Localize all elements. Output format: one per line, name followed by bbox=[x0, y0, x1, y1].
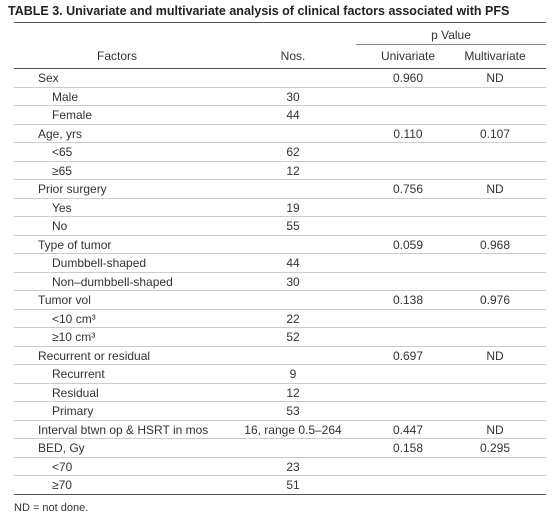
multivariate: 0.295 bbox=[479, 441, 511, 455]
title: TABLE 3. Univariate and multivariate ana… bbox=[8, 4, 510, 18]
nos: 12 bbox=[286, 385, 300, 400]
subfactor: ≥70 bbox=[52, 478, 72, 492]
nos: 19 bbox=[286, 200, 300, 215]
factor: Type of tumor bbox=[38, 237, 112, 252]
row-rule bbox=[14, 142, 546, 143]
univariate: 0.138 bbox=[392, 293, 424, 307]
univariate: 0.158 bbox=[392, 441, 424, 455]
subfactor: Yes bbox=[52, 200, 72, 215]
row-rule bbox=[14, 419, 546, 421]
col-header: Factors bbox=[96, 49, 138, 63]
row-rule bbox=[14, 253, 546, 254]
factor: Recurrent or residual bbox=[38, 348, 151, 363]
subfactor: No bbox=[52, 219, 68, 233]
factor: Tumor vol bbox=[38, 293, 91, 307]
row-rule bbox=[14, 290, 546, 291]
univariate: 0.697 bbox=[392, 348, 424, 363]
subfactor: Primary bbox=[52, 404, 94, 418]
subfactor: Residual bbox=[52, 385, 99, 400]
row-rule bbox=[14, 364, 546, 365]
subfactor: Recurrent bbox=[52, 367, 105, 381]
univariate: 0.447 bbox=[392, 422, 424, 437]
subfactor: Male bbox=[52, 89, 79, 104]
row-rule bbox=[14, 160, 546, 162]
nos: 51 bbox=[286, 478, 300, 492]
row-rule bbox=[14, 308, 546, 310]
subfactor: Non–dumbbell-shaped bbox=[52, 274, 173, 289]
factor: Sex bbox=[38, 71, 59, 85]
multivariate: ND bbox=[486, 348, 504, 363]
col-header: Univariate bbox=[380, 49, 436, 63]
multivariate: ND bbox=[486, 71, 504, 85]
subfactor: <10 cm³ bbox=[52, 311, 96, 326]
nos: 16, range 0.5–264 bbox=[244, 422, 342, 437]
row-rule bbox=[14, 271, 546, 273]
factor: BED, Gy bbox=[38, 441, 85, 455]
multivariate: 0.107 bbox=[479, 126, 511, 141]
nos: 44 bbox=[286, 108, 300, 122]
nos: 53 bbox=[286, 404, 300, 418]
row-rule bbox=[14, 86, 546, 88]
row-rule bbox=[14, 123, 546, 125]
univariate: 0.960 bbox=[392, 71, 424, 85]
nos: 23 bbox=[286, 459, 300, 474]
univariate: 0.059 bbox=[392, 237, 424, 252]
subfactor: <65 bbox=[52, 145, 73, 159]
nos: 62 bbox=[286, 145, 300, 159]
group-rule bbox=[356, 44, 546, 45]
col-header: Nos. bbox=[280, 49, 306, 63]
subfactor: <70 bbox=[52, 459, 73, 474]
nos: 9 bbox=[289, 367, 297, 381]
factor: Prior surgery bbox=[38, 182, 107, 196]
top-rule bbox=[14, 22, 546, 23]
row-rule bbox=[14, 105, 546, 106]
multivariate: 0.968 bbox=[479, 237, 511, 252]
row-rule bbox=[14, 401, 546, 402]
univariate: 0.756 bbox=[392, 182, 424, 196]
nos: 30 bbox=[286, 89, 300, 104]
factor: Age, yrs bbox=[38, 126, 83, 141]
header-rule bbox=[14, 68, 546, 69]
row-rule bbox=[14, 345, 546, 347]
col-header: Multivariate bbox=[464, 49, 526, 63]
subfactor: Female bbox=[52, 108, 93, 122]
row-rule bbox=[14, 438, 546, 439]
row-rule bbox=[14, 456, 546, 458]
nos: 52 bbox=[286, 330, 300, 344]
row-rule bbox=[14, 475, 546, 476]
nos: 55 bbox=[286, 219, 300, 233]
nos: 30 bbox=[286, 274, 300, 289]
multivariate: 0.976 bbox=[479, 293, 511, 307]
row-rule bbox=[14, 234, 546, 236]
row-rule bbox=[14, 216, 546, 217]
nos: 44 bbox=[286, 256, 300, 270]
univariate: 0.110 bbox=[393, 126, 423, 141]
nos: 22 bbox=[286, 311, 300, 326]
row-rule bbox=[14, 197, 546, 199]
row-rule bbox=[14, 179, 546, 180]
nos: 12 bbox=[286, 163, 300, 178]
subfactor: Dumbbell-shaped bbox=[52, 256, 147, 270]
subfactor: ≥10 cm³ bbox=[52, 330, 96, 344]
multivariate: ND bbox=[486, 182, 504, 196]
factor: Interval btwn op & HSRT in mos bbox=[38, 422, 209, 437]
multivariate: ND bbox=[486, 422, 504, 437]
subfactor: ≥65 bbox=[52, 163, 72, 178]
group-header: p Value bbox=[431, 28, 471, 42]
row-rule bbox=[14, 493, 546, 495]
row-rule bbox=[14, 327, 546, 328]
footnote: ND = not done. bbox=[14, 502, 89, 514]
row-rule bbox=[14, 382, 546, 384]
